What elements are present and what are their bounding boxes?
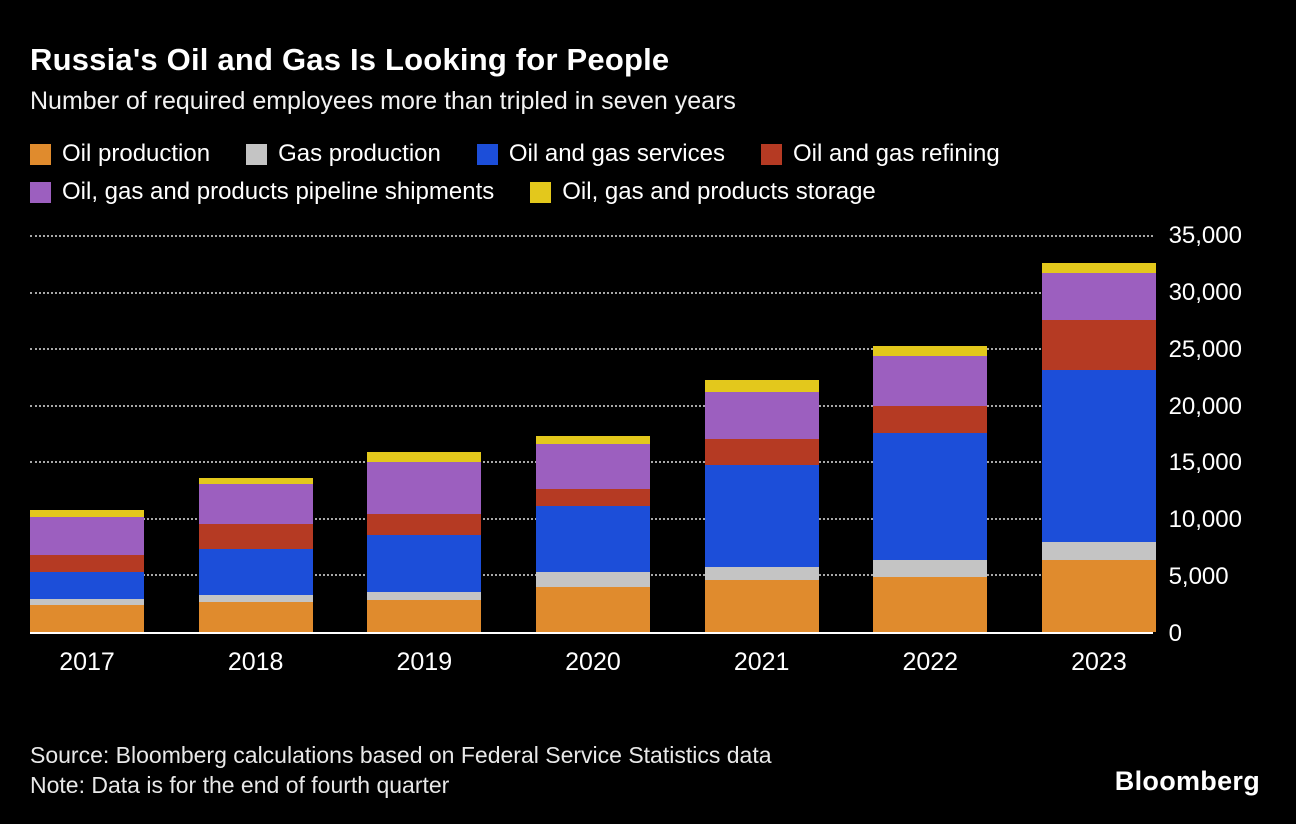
bar-segment [704, 566, 819, 580]
bar-segment [535, 572, 650, 587]
bar-segment [1041, 273, 1156, 320]
legend-label: Oil, gas and products pipeline shipments [62, 178, 495, 205]
chart-footer: Source: Bloomberg calculations based on … [30, 740, 1266, 801]
bar-segment [30, 599, 144, 605]
legend-swatch [30, 181, 51, 203]
bar-segment [535, 436, 650, 445]
bar-segment [367, 462, 482, 515]
bar-segment [198, 595, 313, 603]
bar-segment [198, 484, 313, 524]
bar-2018 [198, 236, 313, 632]
bar-segment [1041, 559, 1156, 632]
bar-2019 [367, 236, 482, 632]
bar-segment [30, 555, 144, 573]
x-axis-tick-label: 2019 [396, 648, 453, 676]
chart-subtitle: Number of required employees more than t… [30, 87, 736, 115]
bar-segment [1041, 319, 1156, 370]
bars-container [30, 236, 1156, 632]
legend-swatch [760, 143, 782, 165]
legend-swatch [476, 143, 498, 165]
x-axis-tick-label: 2022 [902, 648, 959, 676]
legend-label: Oil and gas services [508, 140, 725, 167]
bar-segment [873, 405, 988, 433]
bar-segment [873, 355, 988, 406]
legend-label: Oil production [62, 140, 211, 167]
y-axis-tick-label: 0 [1168, 620, 1182, 647]
source-text: Source: Bloomberg calculations based on … [30, 742, 772, 768]
bar-segment [873, 559, 988, 577]
x-axis-tick-label: 2023 [1071, 648, 1127, 676]
gridline [30, 235, 1153, 237]
legend-item: Oil, gas and products pipeline shipments [30, 178, 494, 206]
gridline [30, 348, 1153, 351]
legend-label: Gas production [278, 140, 441, 167]
legend-swatch [30, 143, 51, 165]
bar-segment [873, 432, 988, 560]
bar-segment [30, 604, 144, 632]
bar-2017 [30, 236, 144, 632]
bar-segment [1041, 541, 1156, 560]
bar-segment [30, 509, 144, 517]
bar-segment [873, 345, 988, 356]
x-axis-tick-label: 2017 [59, 648, 115, 676]
bar-2022 [873, 236, 988, 632]
bar-segment [367, 592, 482, 601]
legend-item: Oil and gas services [476, 140, 725, 168]
y-axis-tick-label: 35,000 [1168, 222, 1242, 249]
legend-swatch [246, 143, 268, 165]
y-axis-tick-label: 25,000 [1168, 335, 1242, 363]
bar-segment [367, 534, 482, 593]
gridline [30, 404, 1153, 407]
legend-swatch [530, 181, 552, 203]
bar-segment [1041, 263, 1156, 274]
y-axis-tick-label: 5,000 [1168, 563, 1229, 591]
y-axis-tick-label: 20,000 [1168, 392, 1242, 420]
plot-area [30, 235, 1156, 634]
bar-segment [198, 602, 313, 632]
y-axis-labels: 0 5,000 10,000 15,000 20,000 25,000 30,000 35,0… [1168, 224, 1266, 646]
chart-legend: Oil production Gas production Oil and gas … [30, 140, 1210, 206]
bar-segment [198, 477, 313, 485]
bar-segment [704, 379, 819, 392]
legend-item: Oil production [30, 140, 210, 168]
bar-segment [198, 548, 313, 596]
bar-segment [704, 391, 819, 440]
bar-segment [704, 465, 819, 567]
chart-area: 0 5,000 10,000 15,000 20,000 25,000 30,000 35,0… [30, 224, 1266, 646]
bar-segment [367, 514, 482, 535]
bar-segment [198, 523, 313, 549]
bar-segment [535, 489, 650, 507]
bar-segment [367, 600, 482, 632]
bar-segment [1041, 369, 1156, 542]
bar-segment [535, 586, 650, 632]
x-axis-tick-label: 2020 [565, 648, 621, 676]
y-axis-tick-label: 10,000 [1168, 506, 1242, 534]
y-axis-tick-label: 15,000 [1168, 449, 1242, 477]
y-axis-tick-label: 30,000 [1168, 278, 1242, 306]
bar-segment [873, 576, 988, 632]
bloomberg-logo: Bloomberg [1114, 766, 1260, 796]
bar-segment [30, 516, 144, 556]
bar-segment [535, 506, 650, 573]
x-axis-labels: 2017 2018 2019 2020 2021 2022 2023 [30, 648, 1156, 677]
bar-2020 [535, 236, 650, 632]
bar-segment [30, 572, 144, 600]
bar-2021 [704, 236, 819, 632]
bar-segment [535, 444, 650, 490]
gridline [30, 291, 1153, 294]
legend-label: Oil, gas and products storage [562, 178, 876, 205]
bar-2023 [1041, 236, 1156, 632]
bar-segment [704, 579, 819, 632]
note-text: Note: Data is for the end of fourth quar… [30, 772, 450, 799]
x-axis-tick-label: 2021 [733, 648, 790, 676]
legend-label: Oil and gas refining [792, 140, 1000, 167]
x-axis-tick-label: 2018 [227, 648, 284, 676]
bar-segment [367, 452, 482, 463]
legend-item: Gas production [246, 140, 441, 168]
legend-item: Oil and gas refining [760, 140, 1000, 168]
chart-title: Russia's Oil and Gas Is Looking for Peop… [30, 42, 670, 77]
legend-item: Oil, gas and products storage [530, 178, 876, 206]
bar-segment [704, 439, 819, 466]
